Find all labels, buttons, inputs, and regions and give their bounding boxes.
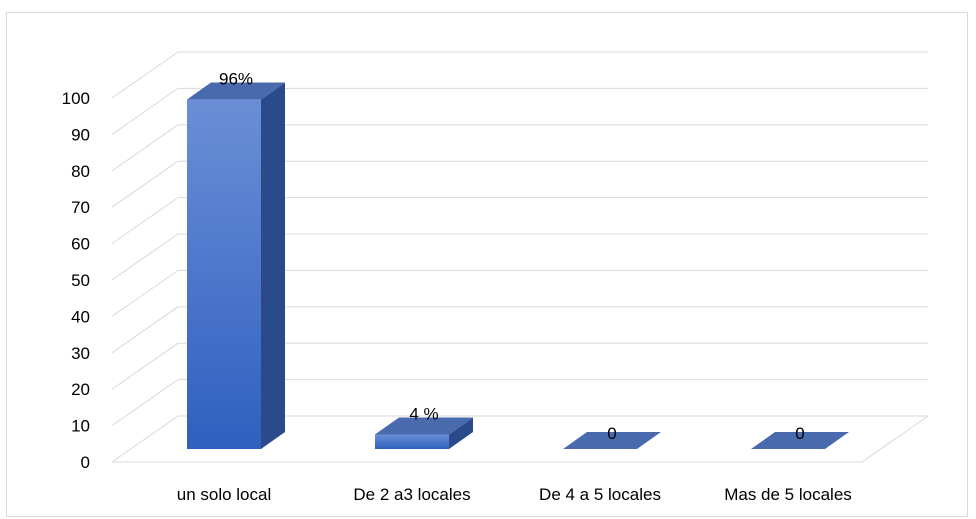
data-labels: 96% 4 % 0 0 (219, 70, 805, 443)
floor-right-edge (861, 415, 929, 463)
y-tick-label: 100 (62, 89, 90, 108)
x-axis: un solo local De 2 a3 locales De 4 a 5 loc… (177, 485, 852, 504)
bar-top (187, 82, 285, 100)
y-tick-label: 80 (71, 162, 90, 181)
gridline-side (111, 197, 179, 245)
bar-side (449, 417, 473, 449)
gridline-side (111, 124, 179, 172)
y-tick-label: 0 (81, 453, 90, 472)
y-axis: 0 10 20 30 40 50 60 70 80 90 100 (62, 89, 90, 472)
gridlines (111, 51, 929, 463)
data-label: 4 % (409, 404, 438, 423)
bar-front (375, 434, 449, 449)
y-tick-label: 30 (71, 344, 90, 363)
y-tick-label: 90 (71, 125, 90, 144)
data-label: 96% (219, 70, 253, 89)
data-label: 0 (607, 424, 616, 443)
y-tick-label: 10 (71, 417, 90, 436)
x-category-label: Mas de 5 locales (724, 485, 852, 504)
gridline-side (111, 415, 179, 463)
gridline-side (111, 51, 179, 99)
y-tick-label: 70 (71, 198, 90, 217)
gridline-side (111, 233, 179, 281)
y-tick-label: 20 (71, 380, 90, 399)
gridline-side (111, 306, 179, 354)
gridline-side (111, 379, 179, 427)
gridline-side (111, 342, 179, 390)
bar (375, 417, 473, 449)
bar (751, 432, 849, 449)
y-tick-label: 50 (71, 271, 90, 290)
gridline-side (111, 160, 179, 208)
bar (187, 82, 285, 449)
bars (187, 82, 849, 449)
bar-side (261, 82, 285, 449)
x-category-label: De 2 a3 locales (353, 485, 470, 504)
bar-top (751, 432, 849, 449)
gridline-side (111, 87, 179, 135)
bar-top (375, 417, 473, 435)
y-tick-label: 40 (71, 307, 90, 326)
bar-front (187, 99, 261, 449)
data-label: 0 (795, 424, 804, 443)
x-category-label: un solo local (177, 485, 272, 504)
gridline-side (111, 269, 179, 317)
bar (563, 432, 661, 449)
x-category-label: De 4 a 5 locales (539, 485, 661, 504)
bar-top (563, 432, 661, 449)
y-tick-label: 60 (71, 235, 90, 254)
